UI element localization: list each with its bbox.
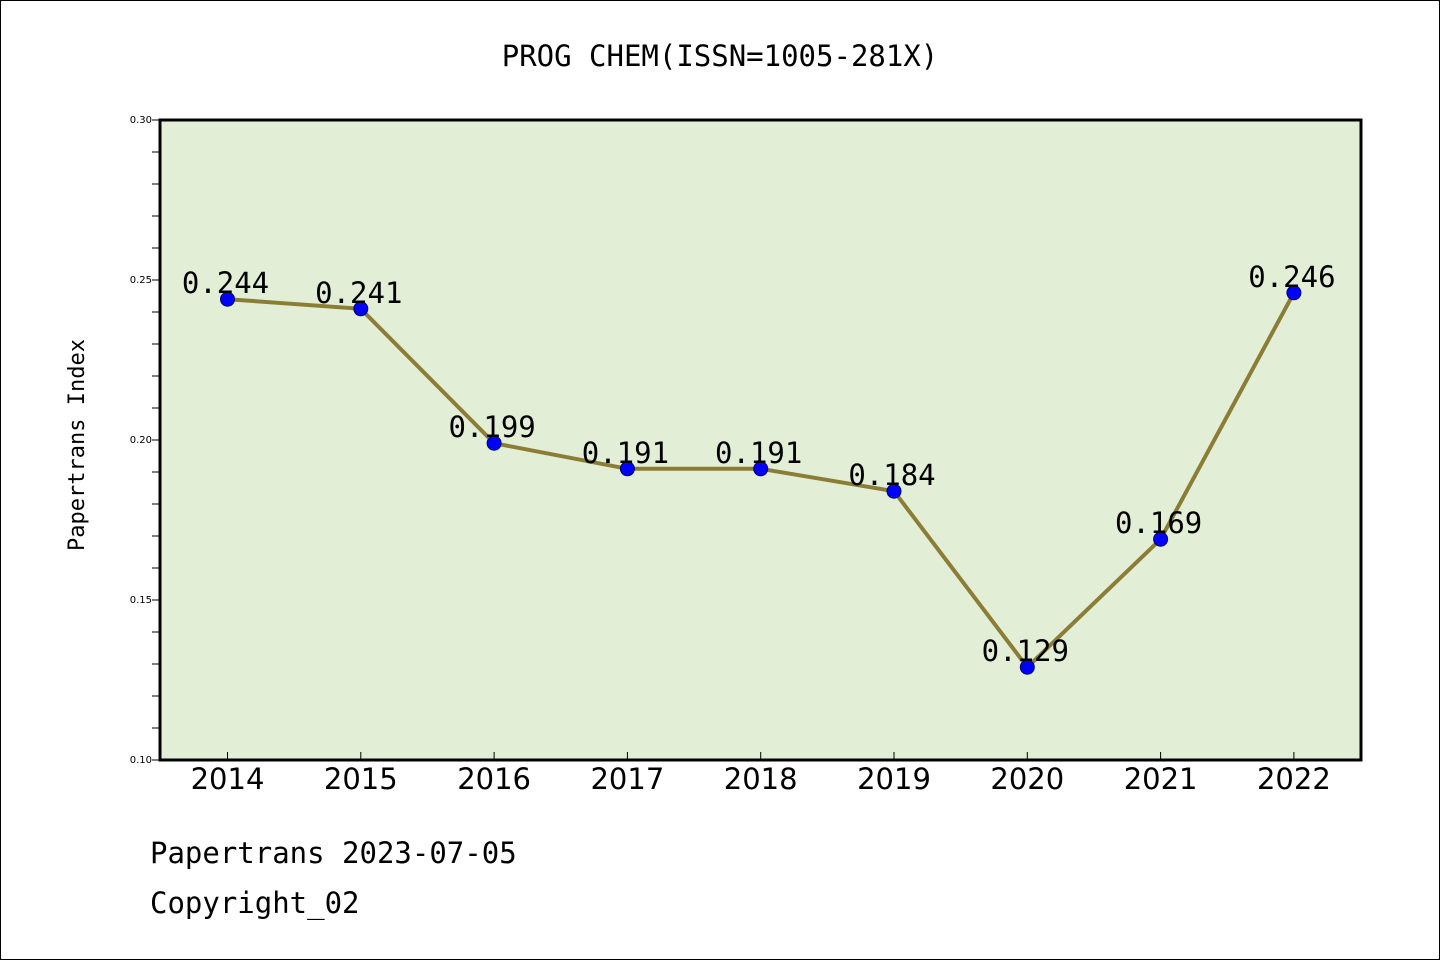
data-point <box>753 461 769 477</box>
data-label: 0.241 <box>315 276 402 310</box>
data-point <box>886 483 902 499</box>
chart-title: PROG CHEM(ISSN=1005-281X) <box>502 39 939 73</box>
x-tick-label: 2015 <box>324 762 398 796</box>
data-label: 0.169 <box>1115 506 1202 540</box>
y-tick-label: 0.25 <box>130 275 152 286</box>
x-tick-label: 2014 <box>191 762 265 796</box>
data-label: 0.199 <box>448 410 535 444</box>
x-tick-label: 2016 <box>457 762 531 796</box>
data-point <box>619 461 635 477</box>
x-tick-label: 2020 <box>990 762 1064 796</box>
x-tick-label: 2018 <box>724 762 798 796</box>
data-point <box>1153 531 1169 547</box>
data-labels: 0.244 0.241 0.199 0.191 0.191 0.184 0.129 0.169… <box>182 260 1336 668</box>
data-label: 0.244 <box>182 266 269 300</box>
y-axis-label: Papertrans Index <box>65 339 90 551</box>
x-tick-label: 2017 <box>590 762 664 796</box>
data-point <box>1019 659 1035 675</box>
y-tick-label: 0.30 <box>130 115 152 126</box>
y-axis: 0.10 0.15 0.20 0.25 0.30 <box>130 115 160 766</box>
x-tick-label: 2021 <box>1124 762 1198 796</box>
footer-date: Papertrans 2023-07-05 <box>150 836 517 870</box>
x-tick-label: 2019 <box>857 762 931 796</box>
data-label: 0.191 <box>715 436 802 470</box>
plot-border <box>158 118 1363 762</box>
data-point <box>486 435 502 451</box>
plot-area <box>160 120 1361 760</box>
x-axis: 2014 2015 2016 2017 2018 2019 2020 2021 2022 <box>191 752 1331 796</box>
data-point <box>1286 285 1302 301</box>
footer-copyright: Copyright_02 <box>150 886 360 920</box>
y-tick-label: 0.10 <box>130 755 152 766</box>
y-tick-label: 0.20 <box>130 435 152 446</box>
data-label: 0.184 <box>848 458 935 492</box>
data-points <box>220 285 1302 675</box>
data-label: 0.246 <box>1248 260 1335 294</box>
data-point <box>220 291 235 307</box>
x-tick-label: 2022 <box>1257 762 1331 796</box>
data-label: 0.191 <box>582 436 669 470</box>
y-tick-label: 0.15 <box>130 595 152 606</box>
data-label: 0.129 <box>982 634 1069 668</box>
data-point <box>353 301 369 317</box>
